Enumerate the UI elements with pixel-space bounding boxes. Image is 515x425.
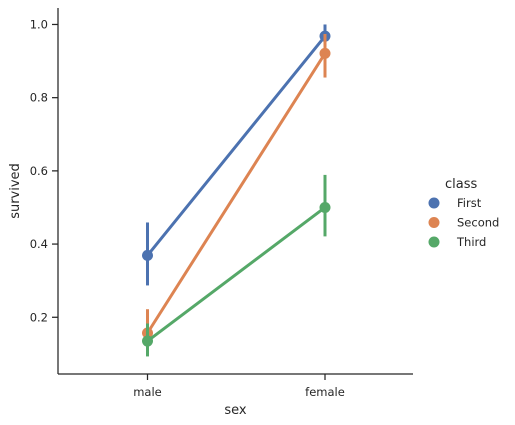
y-tick-label: 1.0 bbox=[30, 17, 48, 31]
series-line bbox=[146, 51, 327, 335]
legend: class First Second Third bbox=[428, 177, 499, 249]
legend-marker bbox=[428, 217, 440, 228]
legend-label: First bbox=[457, 196, 482, 210]
legend-title: class bbox=[445, 177, 477, 192]
legend-marker bbox=[428, 197, 440, 209]
series-first bbox=[142, 24, 331, 286]
x-axis-label: sex bbox=[224, 403, 247, 418]
x-tick-label: male bbox=[133, 385, 162, 399]
y-tick-label: 0.2 bbox=[30, 310, 48, 324]
plot-area bbox=[142, 24, 331, 357]
x-ticks: male female bbox=[133, 374, 345, 399]
series-line bbox=[146, 34, 327, 257]
data-point bbox=[319, 201, 331, 213]
y-axis-label: survived bbox=[8, 163, 23, 219]
legend-marker bbox=[428, 236, 440, 248]
data-point bbox=[319, 47, 331, 59]
y-ticks: 0.2 0.4 0.6 0.8 1.0 bbox=[30, 17, 58, 324]
x-tick-label: female bbox=[305, 385, 345, 399]
legend-label: Second bbox=[457, 216, 499, 230]
y-tick-label: 0.4 bbox=[30, 237, 48, 251]
series-line bbox=[146, 205, 327, 343]
data-point bbox=[142, 249, 153, 261]
y-tick-label: 0.6 bbox=[30, 164, 48, 178]
legend-label: Third bbox=[456, 235, 486, 249]
series-second bbox=[142, 33, 331, 355]
data-point bbox=[142, 335, 153, 347]
series-third bbox=[142, 174, 331, 357]
y-tick-label: 0.8 bbox=[30, 91, 48, 105]
